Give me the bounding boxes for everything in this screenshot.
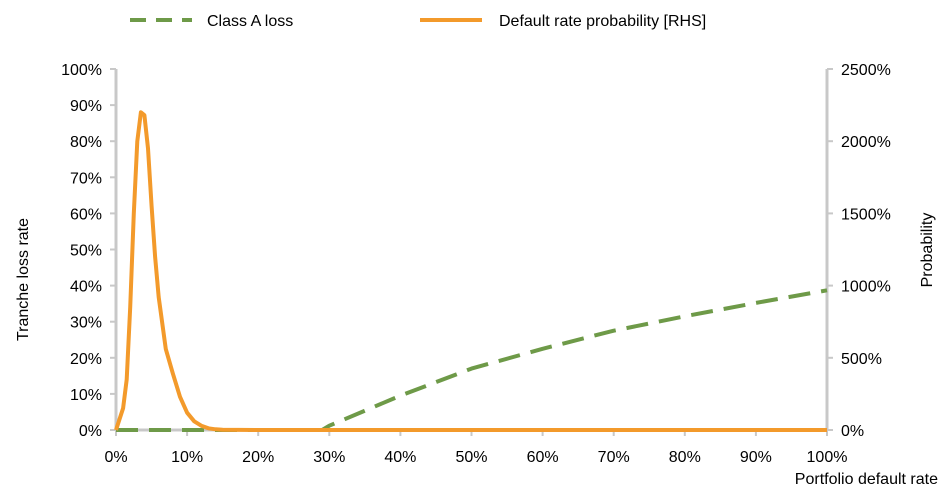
y-left-tick-label: 80% [70,134,102,151]
y-left-tick-label: 20% [70,351,102,368]
x-tick-label: 40% [384,449,416,466]
x-tick-label: 10% [171,449,203,466]
series-line-default-rate-probability [114,110,827,432]
y-left-tick-label: 90% [70,98,102,115]
x-tick-label: 30% [313,449,345,466]
y-left-tick-label: 60% [70,206,102,223]
y-left-tick-label: 40% [70,279,102,296]
x-tick-label: 60% [527,449,559,466]
x-tick-label: 0% [104,449,127,466]
y-right-tick-label: 0% [841,423,864,440]
y-right-tick-label: 2500% [841,62,891,79]
x-tick-label: 100% [807,449,848,466]
y-left-tick-label: 10% [70,387,102,404]
x-axis-label: Portfolio default rate [795,471,938,488]
y-left-tick-label: 70% [70,170,102,187]
y-right-axis-label: Probability [919,213,936,288]
y-left-tick-label: 30% [70,315,102,332]
y-left-tick-label: 100% [61,62,102,79]
y-left-tick-label: 0% [79,423,102,440]
legend-label-1: Default rate probability [RHS] [499,13,706,30]
y-right-tick-label: 2000% [841,134,891,151]
legend-label-0: Class A loss [207,13,293,30]
x-tick-label: 70% [598,449,630,466]
y-right-tick-label: 500% [841,351,882,368]
x-tick-label: 20% [242,449,274,466]
series-line-class-a-loss [116,288,828,432]
x-tick-label: 90% [740,449,772,466]
y-right-tick-label: 1500% [841,206,891,223]
x-tick-label: 50% [455,449,487,466]
y-left-axis-label: Tranche loss rate [15,218,32,341]
y-right-tick-label: 1000% [841,279,891,296]
y-left-tick-label: 50% [70,243,102,260]
x-tick-label: 80% [669,449,701,466]
